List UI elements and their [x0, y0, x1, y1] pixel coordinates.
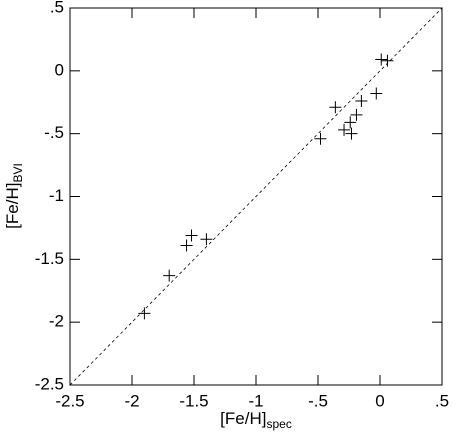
identity-line	[69, 7, 443, 386]
y-tick-label: -2	[49, 312, 64, 331]
point	[163, 269, 176, 282]
y-tick-label: .5	[50, 0, 64, 16]
point	[200, 233, 213, 246]
point	[180, 239, 193, 252]
x-tick-label: -2.5	[55, 391, 84, 410]
x-tick-label: -.5	[308, 391, 328, 410]
point	[344, 116, 357, 129]
y-tick-label: 0	[55, 60, 64, 79]
point	[338, 123, 351, 136]
point	[381, 54, 394, 67]
x-tick-label: -2	[124, 391, 139, 410]
y-tick-label: -1.5	[35, 249, 64, 268]
point	[314, 132, 327, 145]
y-label-main: [Fe/H]	[3, 183, 22, 229]
point	[185, 229, 198, 242]
x-tick-label: .5	[435, 391, 449, 410]
y-tick-label: -1	[49, 186, 64, 205]
point	[345, 127, 358, 140]
x-axis-label: [Fe/H]spec	[220, 409, 292, 431]
point	[350, 108, 363, 121]
point	[375, 53, 388, 66]
x-tick-label: 0	[375, 391, 384, 410]
point	[329, 101, 342, 114]
x-label-main: [Fe/H]	[220, 409, 266, 428]
x-tick-label: -1	[248, 391, 263, 410]
y-axis-label: [Fe/H]BVI	[3, 163, 25, 229]
y-tick-label: -.5	[44, 123, 64, 142]
y-label-sub: BVI	[11, 163, 25, 182]
x-tick-label: -1.5	[179, 391, 208, 410]
point	[138, 307, 151, 320]
y-tick-label: -2.5	[35, 374, 64, 393]
point	[370, 87, 383, 100]
point	[355, 94, 368, 107]
x-label-sub: spec	[266, 417, 291, 431]
